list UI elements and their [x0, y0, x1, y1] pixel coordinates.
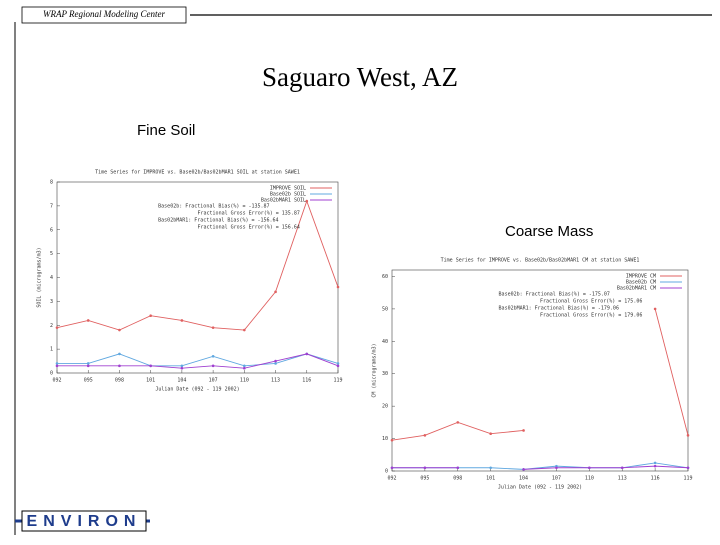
x-tick-label: 101	[486, 476, 495, 482]
data-point	[686, 434, 690, 437]
x-tick-label: 116	[302, 378, 311, 384]
x-tick-label: 119	[683, 476, 692, 482]
y-axis-label: SOIL (micrograms/m3)	[37, 247, 43, 307]
legend-label: Bas02bMAR1 SOIL	[261, 198, 306, 204]
x-tick-label: 107	[209, 378, 218, 384]
series-line	[57, 353, 339, 369]
y-tick-label: 0	[385, 469, 388, 475]
x-tick-label: 092	[52, 378, 61, 384]
chart-title: Time Series for IMPROVE vs. Base02b/Bas0…	[95, 170, 300, 176]
x-tick-label: 104	[177, 378, 186, 384]
y-tick-label: 30	[382, 371, 388, 377]
x-tick-label: 107	[552, 476, 561, 482]
y-tick-label: 5	[50, 251, 53, 257]
annotation: Bas02bMAR1: Fractional Bias(%) = -179.06	[499, 306, 619, 312]
x-tick-label: 098	[453, 476, 462, 482]
annotation: Fractional Gross Error(%) = 179.06	[540, 313, 642, 319]
series-line	[57, 353, 339, 367]
annotation: Fractional Gross Error(%) = 156.64	[198, 225, 300, 231]
y-tick-label: 8	[50, 180, 53, 186]
logo-box	[21, 510, 147, 532]
chart-title: Time Series for IMPROVE vs. Base02b/Bas0…	[441, 258, 640, 264]
x-tick-label: 113	[271, 378, 280, 384]
y-tick-label: 20	[382, 404, 388, 410]
x-tick-label: 110	[240, 378, 249, 384]
series-line	[392, 465, 689, 470]
logo-text: ENVIRON	[27, 513, 142, 530]
legend-label: Base02b CM	[626, 280, 656, 286]
header: WRAP Regional Modeling Center	[43, 9, 166, 19]
y-tick-label: 60	[382, 274, 388, 280]
y-axis-label: CM (micrograms/m3)	[372, 343, 378, 397]
annotation: Base02b: Fractional Bias(%) = -135.87	[158, 204, 269, 210]
x-tick-label: 098	[115, 378, 124, 384]
legend-label: Base02b SOIL	[270, 192, 306, 198]
x-tick-label: 104	[519, 476, 528, 482]
series-line	[56, 199, 339, 331]
y-tick-label: 2	[50, 323, 53, 329]
section-label: Coarse Mass	[505, 223, 593, 240]
section-label: Fine Soil	[137, 122, 195, 139]
slide-title: Saguaro West, AZ	[262, 62, 458, 92]
y-tick-label: 40	[382, 339, 388, 345]
annotation: Fractional Gross Error(%) = 175.06	[540, 299, 642, 305]
x-tick-label: 113	[618, 476, 627, 482]
legend-label: IMPROVE SOIL	[270, 186, 306, 192]
x-tick-label: 101	[146, 378, 155, 384]
y-tick-label: 0	[50, 371, 53, 377]
legend-label: IMPROVE CM	[626, 274, 656, 280]
plot-frame	[391, 269, 689, 472]
y-tick-label: 50	[382, 306, 388, 312]
chart: Time Series for IMPROVE vs. Base02b/Bas0…	[37, 170, 343, 393]
annotation: Bas02bMAR1: Fractional Bias(%) = -156.64	[158, 218, 278, 224]
y-tick-label: 10	[382, 436, 388, 442]
logo: ENVIRON	[15, 510, 150, 532]
annotation: Base02b: Fractional Bias(%) = -175.07	[499, 292, 610, 298]
y-tick-label: 4	[50, 275, 53, 281]
chart: Time Series for IMPROVE vs. Base02b/Bas0…	[372, 258, 693, 491]
y-tick-label: 3	[50, 299, 53, 305]
x-tick-label: 095	[84, 378, 93, 384]
x-tick-label: 095	[420, 476, 429, 482]
x-tick-label: 110	[585, 476, 594, 482]
y-tick-label: 1	[50, 347, 53, 353]
x-axis-label: Julian Date (092 - 119 2002)	[498, 485, 582, 491]
x-tick-label: 092	[387, 476, 396, 482]
legend-label: Bas02bMAR1 CM	[617, 286, 656, 292]
x-tick-label: 119	[333, 378, 342, 384]
x-axis-label: Julian Date (092 - 119 2002)	[155, 387, 239, 393]
header-box	[21, 6, 187, 24]
annotation: Fractional Gross Error(%) = 135.87	[198, 211, 300, 217]
series-line	[391, 308, 689, 441]
y-tick-label: 7	[50, 203, 53, 209]
y-tick-label: 6	[50, 227, 53, 233]
x-tick-label: 116	[651, 476, 660, 482]
